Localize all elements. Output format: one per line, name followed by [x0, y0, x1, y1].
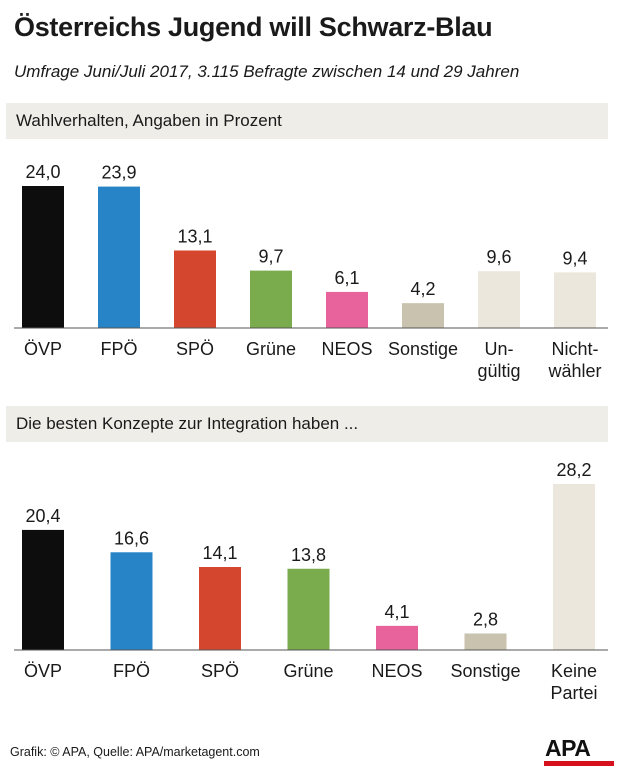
integration-category-label: Keine	[551, 661, 597, 681]
voting-value-label: 24,0	[25, 162, 60, 182]
integration-bar	[110, 552, 153, 650]
apa-logo-text: APA	[545, 735, 591, 761]
voting-category-label: Grüne	[246, 339, 296, 359]
voting-category-label: Nicht-	[551, 339, 598, 359]
section-title-integration: Die besten Konzepte zur Integration habe…	[16, 414, 359, 433]
voting-category-label: FPÖ	[100, 339, 137, 359]
voting-bar	[326, 291, 368, 328]
integration-value-label: 14,1	[202, 543, 237, 563]
voting-bar	[478, 271, 520, 328]
integration-value-label: 16,6	[114, 528, 149, 548]
voting-value-label: 9,4	[562, 248, 587, 268]
voting-bar	[402, 303, 444, 328]
integration-category-label: Sonstige	[450, 661, 520, 681]
voting-value-label: 9,7	[258, 247, 283, 267]
source-credit: Grafik: © APA, Quelle: APA/marketagent.c…	[10, 745, 260, 759]
chart-subtitle: Umfrage Juni/Juli 2017, 3.115 Befragte z…	[14, 62, 520, 81]
section-header-voting: Wahlverhalten, Angaben in Prozent	[6, 103, 608, 139]
integration-category-label: Grüne	[283, 661, 333, 681]
voting-bar	[22, 186, 64, 328]
apa-logo-stripe	[544, 761, 614, 766]
voting-category-label: SPÖ	[176, 339, 214, 359]
integration-value-label: 13,8	[291, 545, 326, 565]
chart-title: Österreichs Jugend will Schwarz-Blau	[14, 12, 493, 42]
apa-logo: APA	[544, 734, 614, 768]
integration-bar	[464, 633, 507, 650]
voting-value-label: 4,2	[410, 279, 435, 299]
integration-bar	[199, 567, 241, 650]
integration-category-label: Partei	[550, 683, 597, 703]
integration-value-label: 2,8	[473, 610, 498, 630]
voting-category-label: Sonstige	[388, 339, 458, 359]
integration-category-label: SPÖ	[201, 661, 239, 681]
integration-value-label: 20,4	[25, 506, 60, 526]
section-header-integration: Die besten Konzepte zur Integration habe…	[6, 406, 608, 442]
voting-category-label: gültig	[477, 361, 520, 381]
voting-value-label: 9,6	[486, 247, 511, 267]
integration-bar	[376, 625, 418, 650]
integration-bar-chart: 20,4 ÖVP 16,6 FPÖ 14,1 SPÖ 13,8 Grüne 4,1 NEOS 2,8…	[14, 460, 608, 703]
integration-category-label: FPÖ	[113, 661, 150, 681]
voting-value-label: 23,9	[101, 163, 136, 183]
voting-bar	[174, 250, 216, 328]
voting-bar	[250, 270, 292, 328]
voting-bar	[98, 186, 140, 328]
integration-value-label: 4,1	[384, 602, 409, 622]
integration-bar	[553, 484, 595, 650]
voting-value-label: 6,1	[334, 268, 359, 288]
section-title-voting: Wahlverhalten, Angaben in Prozent	[16, 111, 282, 130]
voting-category-label: Un-	[484, 339, 513, 359]
voting-bar	[554, 272, 596, 328]
voting-category-label: wähler	[547, 361, 601, 381]
voting-category-label: ÖVP	[24, 339, 62, 359]
voting-bar-chart: 24,0 ÖVP 23,9 FPÖ 13,1 SPÖ 9,7 Grüne 6,1 NEOS 4,2 S…	[14, 162, 608, 381]
voting-value-label: 13,1	[177, 226, 212, 246]
integration-bar	[287, 568, 330, 650]
integration-value-label: 28,2	[556, 460, 591, 480]
integration-category-label: NEOS	[371, 661, 422, 681]
integration-category-label: ÖVP	[24, 661, 62, 681]
integration-bar	[22, 529, 64, 650]
voting-category-label: NEOS	[321, 339, 372, 359]
